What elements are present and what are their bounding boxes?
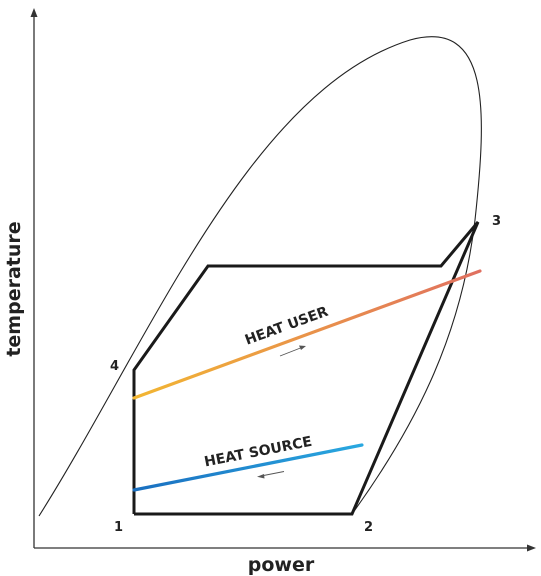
- x-axis-arrow-icon: [527, 544, 536, 552]
- heat-source-arrow-icon: [257, 471, 285, 479]
- axes: power temperature: [3, 8, 536, 576]
- x-axis-label: power: [248, 554, 315, 576]
- point-label-3: 3: [492, 214, 501, 229]
- heat-user-arrow-icon: [279, 345, 306, 357]
- heat-user-line: [132, 269, 482, 400]
- heat-source-line: [132, 443, 364, 492]
- y-axis-label: temperature: [3, 221, 25, 356]
- point-label-4: 4: [110, 359, 119, 374]
- cycle-path: [132, 221, 480, 516]
- point-label-2: 2: [364, 520, 373, 535]
- point-label-1: 1: [114, 520, 123, 535]
- y-axis-arrow-icon: [30, 8, 38, 17]
- saturation-curve: [38, 36, 482, 517]
